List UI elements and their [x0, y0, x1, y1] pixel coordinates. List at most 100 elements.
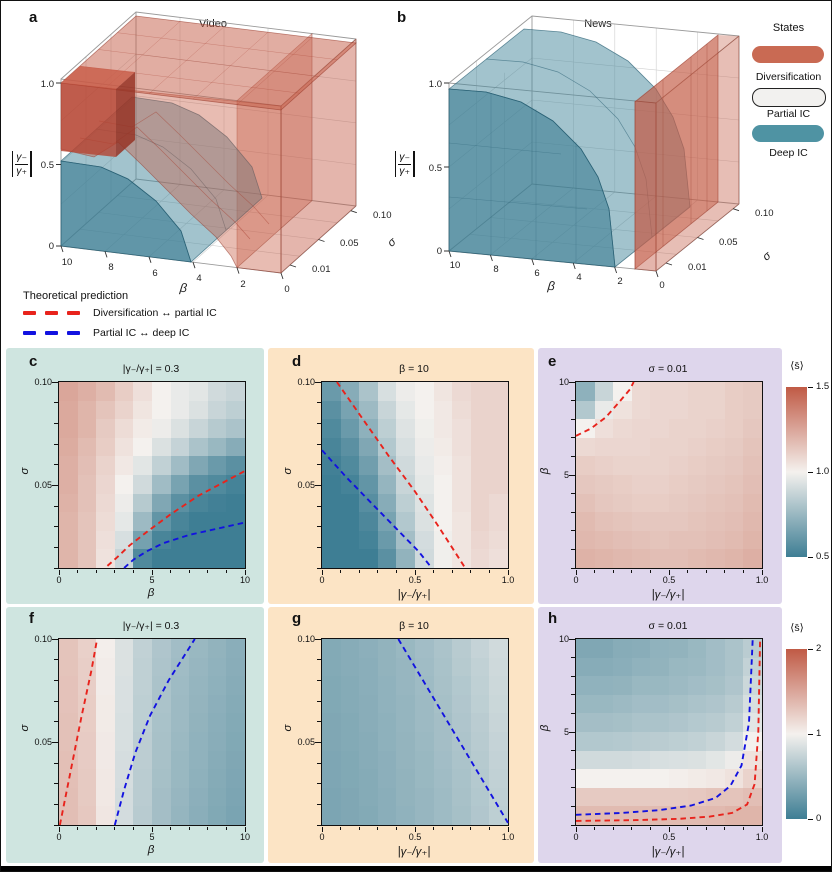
heatmap-cell	[452, 639, 471, 658]
abs-bar	[413, 151, 415, 177]
heatmap-cell	[594, 456, 614, 475]
heatmap-cell	[359, 419, 378, 438]
heatmap-cell	[706, 549, 725, 568]
tick-label: 0.05	[297, 737, 315, 748]
x-tick: 10	[62, 257, 73, 268]
heatmap-plot-d: 0 0.5 1.0 0.05 0.10	[297, 377, 514, 585]
heatmap-cell	[77, 549, 97, 568]
heatmap-cell	[170, 787, 190, 807]
tick-mark	[321, 570, 323, 575]
heatmap-cell	[433, 419, 453, 438]
heatmap-cell	[207, 787, 227, 807]
heatmap-cell	[433, 732, 453, 751]
heatmap-cell	[594, 732, 614, 751]
heatmap-cell	[322, 419, 341, 438]
heatmap-cell	[226, 530, 245, 550]
heatmap-cell	[415, 694, 434, 714]
heatmap-cell	[59, 493, 78, 513]
x-tick: 8	[108, 262, 113, 273]
heatmap-cell	[687, 382, 707, 401]
heatmap-cell	[433, 493, 453, 513]
heatmap-cell	[650, 530, 669, 550]
colorbar-tick-label: 0	[816, 813, 822, 824]
heatmap-cell	[650, 639, 669, 658]
z-axis-fraction-label-b: γ₋ γ₊	[392, 151, 417, 177]
heatmap-cell	[470, 475, 490, 494]
tick-mark	[188, 827, 190, 830]
tick-mark	[571, 493, 575, 495]
tick-mark	[569, 474, 575, 476]
frac-numerator: γ₋	[15, 151, 28, 165]
blue-theory-curve	[123, 521, 246, 569]
tick-mark	[54, 402, 58, 404]
heatmap-cell	[396, 694, 415, 714]
tick-label: 0.10	[34, 634, 52, 644]
heatmap-cell	[452, 475, 471, 494]
heatmap-cell	[489, 750, 508, 770]
sigma-tick: 0.10	[755, 208, 774, 219]
heatmap-cell	[470, 769, 490, 788]
heatmap-cell	[650, 419, 669, 438]
tick-mark	[761, 570, 763, 575]
heatmap-cell	[724, 437, 744, 457]
heatmap-cell	[452, 382, 471, 401]
heatmap-cell	[359, 639, 378, 658]
y-axis-label-h: β	[539, 724, 551, 732]
heatmap-cell	[396, 732, 415, 751]
heatmap-cell	[77, 676, 97, 695]
x-tick: 4	[196, 273, 201, 284]
heatmap-cell	[322, 657, 341, 677]
heatmap-cell	[470, 493, 490, 513]
heatmap-cell	[96, 806, 115, 825]
x-tick: 4	[576, 272, 581, 283]
heatmap-cell	[170, 639, 190, 658]
tick-label: 1.0	[755, 575, 769, 585]
theory-curves	[575, 381, 635, 437]
tick-mark	[170, 570, 172, 573]
heatmap-cell	[470, 694, 490, 714]
heatmap-cell	[576, 437, 595, 457]
heatmap-cell	[189, 382, 208, 401]
tick-label: 5	[563, 727, 569, 737]
heatmap-cell	[687, 713, 707, 732]
heatmap-cell	[470, 713, 490, 732]
heatmap-cell	[170, 475, 190, 494]
heatmap-cell	[59, 512, 78, 531]
tick-mark	[571, 694, 575, 696]
heatmap-cell	[322, 512, 341, 531]
heatmap-cell	[743, 400, 762, 420]
heatmap-cell	[669, 639, 688, 658]
heatmap-cell	[433, 694, 453, 714]
heatmap-cell	[377, 475, 397, 494]
heatmap-cell	[631, 456, 651, 475]
heatmap-cell	[489, 732, 508, 751]
heatmap-cell	[489, 400, 508, 420]
colorbar-1: 1.5 1.0 0.5	[786, 381, 829, 562]
tick-mark	[54, 505, 58, 507]
heatmap-cell	[359, 769, 378, 788]
heatmap-cell	[226, 732, 245, 751]
heatmap-cell	[576, 694, 595, 714]
heatmap-cell	[226, 657, 245, 677]
heatmap-title-f: |γ₋/γ₊| = 0.3	[122, 620, 180, 632]
heatmap-cell	[170, 400, 190, 420]
heatmap-cell	[226, 549, 245, 568]
heatmap-cell	[669, 475, 688, 494]
tick-mark	[317, 700, 321, 702]
heatmap-cell	[669, 750, 688, 770]
heatmap-cell	[226, 400, 245, 420]
heatmap-cell	[59, 419, 78, 438]
colorbar-tick-mark	[808, 733, 813, 735]
heatmap-cell	[452, 657, 471, 677]
tick-label: 0	[573, 575, 579, 585]
tick-mark	[571, 805, 575, 807]
heatmap-cell	[706, 400, 725, 420]
heatmap-cell	[322, 769, 341, 788]
heatmap-cell	[77, 456, 97, 475]
x-tick: 10	[450, 260, 461, 271]
red-theory-curve	[575, 638, 762, 822]
heatmap-cell	[189, 694, 208, 714]
tick-mark	[225, 570, 227, 573]
heatmap-cell	[415, 475, 434, 494]
heatmap-cell	[322, 549, 341, 568]
